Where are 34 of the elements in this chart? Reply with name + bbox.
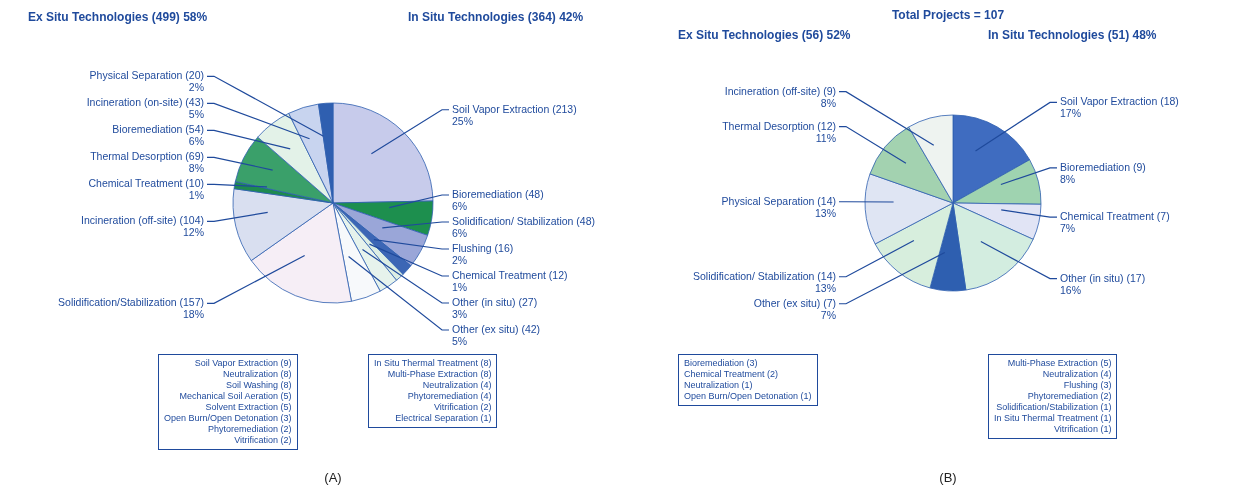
slice-label: Thermal Desorption (12) 11% xyxy=(722,119,836,144)
slice-label: Physical Separation (14) 13% xyxy=(721,194,836,219)
slice-label: Solidification/Stabilization (157) 18% xyxy=(58,296,204,321)
slice-label: Physical Separation (20) 2% xyxy=(89,69,204,94)
text: In Situ Technologies (364) 42% xyxy=(408,10,584,24)
slice-label: Chemical Treatment (7) 7% xyxy=(1060,210,1170,235)
slice-label: Solidification/ Stabilization (48) 6% xyxy=(452,215,595,239)
text: (B) xyxy=(938,470,958,485)
text: Bioremediation (3) Chemical Treatment (2) Neutralization (1) Open Burn/Open Detonation (1) xyxy=(684,358,812,402)
slice-label: Incineration (off-site) (9) 8% xyxy=(724,84,836,109)
slice-label: Bioremediation (9) 8% xyxy=(1060,160,1146,185)
slice-label: Solidification/ Stabilization (14) 13% xyxy=(693,269,836,294)
text: In Situ Thermal Treatment (8) Multi-Phase Extraction (8) Neutralization (4) Phytoremediation (4) Vitrification (2) Electrical Separation (1) xyxy=(374,358,492,424)
slice-label: Other (in situ) (17) 16% xyxy=(1060,271,1146,296)
text: In Situ Technologies (51) 48% xyxy=(988,28,1157,42)
slice-label: Bioremediation (54) 6% xyxy=(112,123,204,148)
text: Ex Situ Technologies (56) 52% xyxy=(678,28,851,42)
slice-label: Other (ex situ) (7) 7% xyxy=(753,296,836,321)
text: Multi-Phase Extraction (5) Neutralization (4) Flushing (3) Phytoremediation (2) Solidification/Stabilization (1) In Situ Thermal Treatment (1) Vitrification (1) xyxy=(994,358,1112,435)
slice-label: Incineration (on-site) (43) 5% xyxy=(86,96,204,121)
slice-label: Soil Vapor Extraction (18) 17% xyxy=(1060,95,1179,120)
text: Soil Vapor Extraction (9) Neutralization (8) Soil Washing (8) Mechanical Soil Aeration (5) Solvent Extraction (5) Open Burn/Open Detonation (3) Phytoremediation (2) Vitrification (2) xyxy=(164,358,292,446)
text: Ex Situ Technologies (499) 58% xyxy=(28,10,208,24)
slice-label: Flushing (16) 2% xyxy=(452,242,514,266)
slice-label: Chemical Treatment (12) 1% xyxy=(452,269,568,293)
slice-label: Thermal Desorption (69) 8% xyxy=(90,150,204,175)
slice-label: Soil Vapor Extraction (213) 25% xyxy=(452,102,577,127)
slice-label: Bioremediation (48) 6% xyxy=(452,188,544,212)
slice-label: Chemical Treatment (10) 1% xyxy=(88,177,204,202)
slice-label: Incineration (off-site) (104) 12% xyxy=(81,214,204,239)
slice-label: Other (in situ) (27) 3% xyxy=(452,296,538,320)
text: (A) xyxy=(323,470,343,485)
slice-label: Other (ex situ) (42) 5% xyxy=(452,323,541,347)
chart-title: Total Projects = 107 xyxy=(890,8,1006,22)
